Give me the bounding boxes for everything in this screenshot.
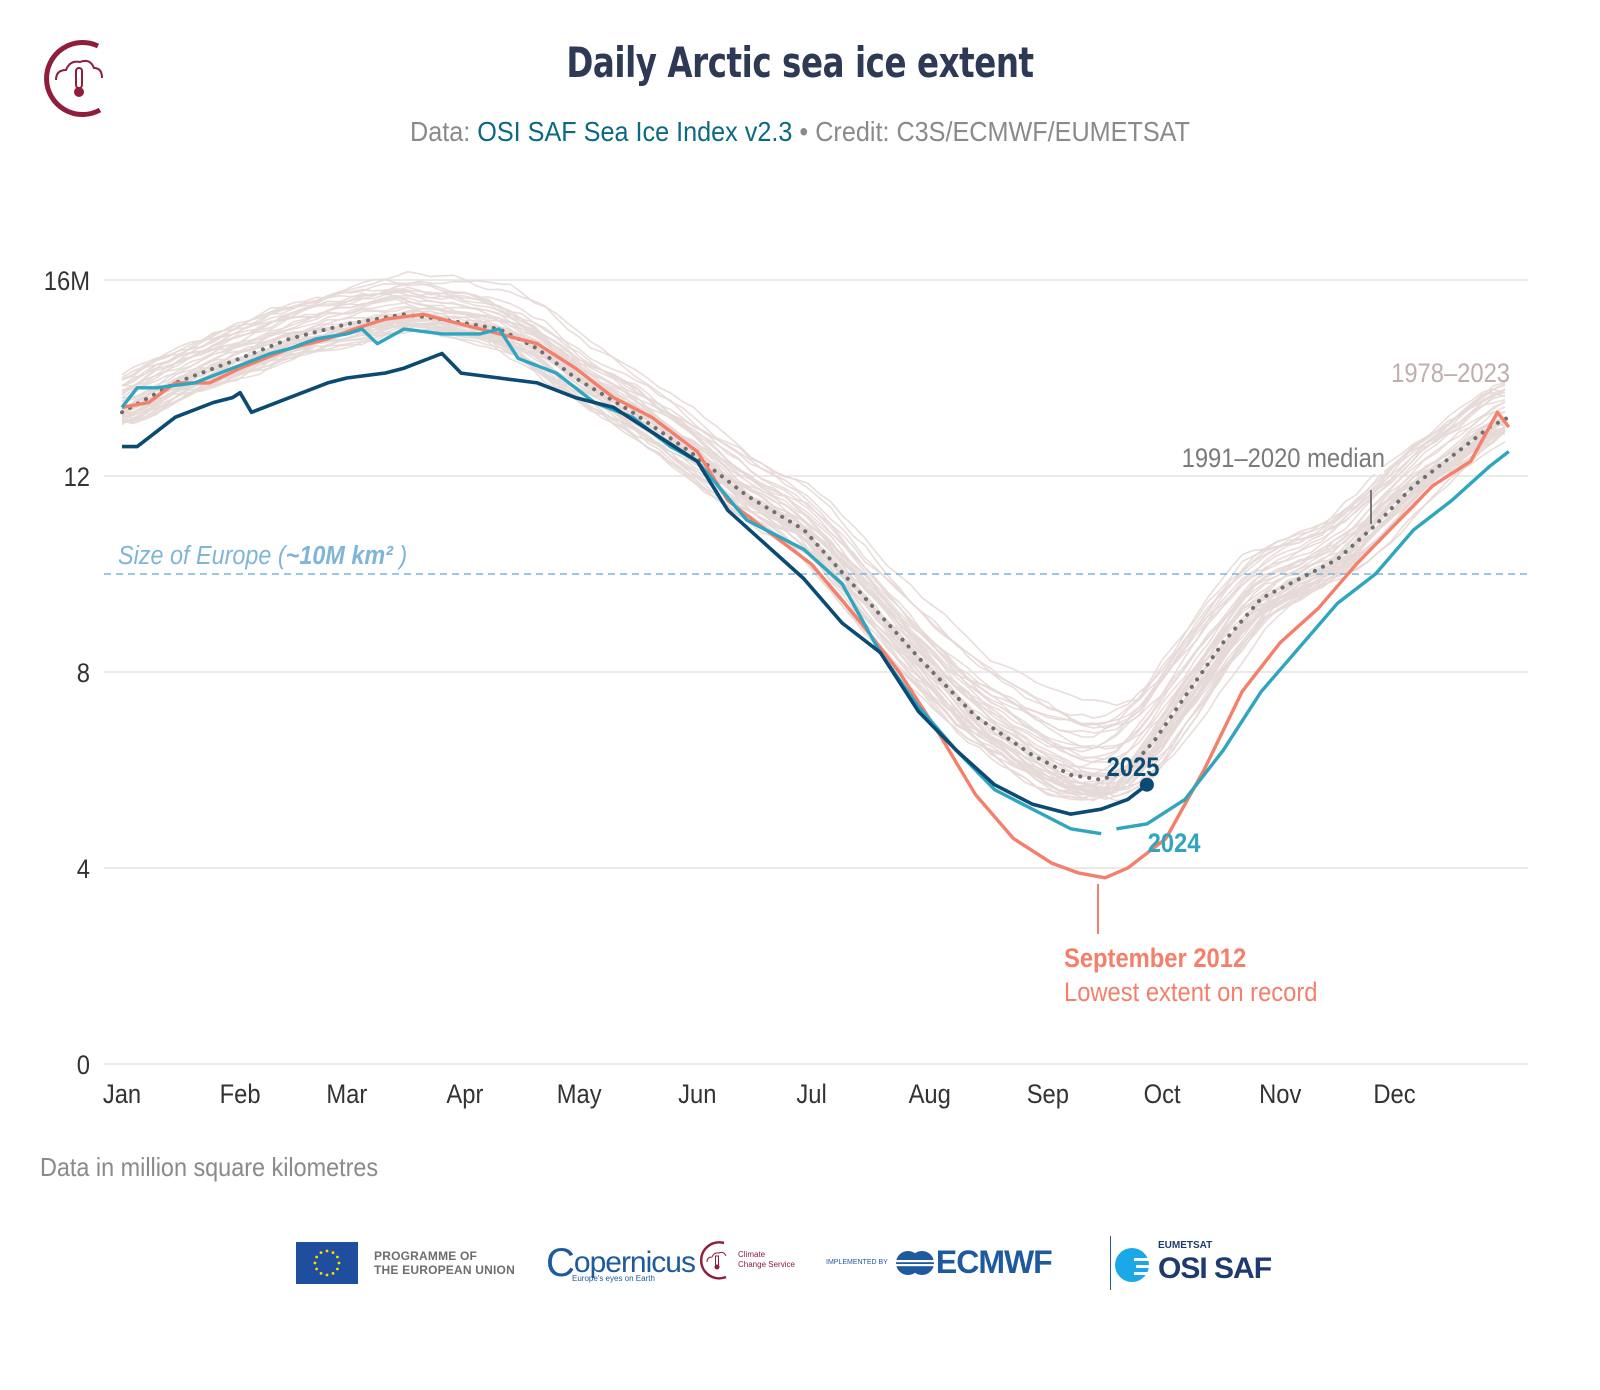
label-median: 1991–2020 median [1182,444,1385,474]
highlight-series [120,312,1511,880]
osisaf-logo: EUMETSAT OSI SAF [1112,1240,1272,1286]
x-tick-label-sep: Sep [1027,1080,1069,1110]
chart-title: Daily Arctic sea ice extent [566,38,1034,87]
eu-text-line1: PROGRAMME OF [374,1249,478,1263]
osisaf-icon [1115,1248,1150,1282]
implemented-by-text: IMPLEMENTED BY [826,1259,888,1266]
c3s-icon [699,1241,727,1280]
historic-year-line-2019 [121,323,1506,790]
x-tick-label-oct: Oct [1144,1080,1181,1110]
label-2012-subtitle: Lowest extent on record [1064,978,1317,1008]
historic-lines-1978-2023 [121,270,1506,802]
x-tick-label-jul: Jul [796,1080,826,1110]
x-tick-label-aug: Aug [909,1080,951,1110]
label-2024: 2024 [1148,829,1201,859]
climate-change-service-logo-icon [44,40,103,117]
historic-year-line-1980 [121,270,1506,725]
c3s-text: Climate Change Service [738,1250,795,1270]
historic-year-line-1989 [121,286,1506,750]
eu-text-line2: THE EUROPEAN UNION [374,1263,515,1277]
y-tick-label: 16M [44,267,90,297]
x-axis-ticks: Jan Feb Mar Apr May Jun Jul Aug Sep Oct Nov Dec [103,1080,1416,1110]
ecmwf-wordmark: ECMWF [935,1244,1053,1280]
chart-plot: 0 4 8 12 16M Jan Feb Mar Apr May Jun Jul Aug Sep Oct N… [44,267,1528,1110]
partner-logos: PROGRAMME OF THE EUROPEAN UNION C operni… [0,1236,1600,1306]
x-tick-label-dec: Dec [1373,1080,1416,1110]
series-2024-line [120,327,1510,836]
historic-year-line-2022 [121,320,1506,798]
y-tick-label: 0 [77,1051,90,1081]
units-footnote: Data in million square kilometres [40,1152,379,1182]
y-tick-label: 12 [64,463,90,493]
series-2025-endpoint-marker [1139,777,1154,792]
median-line [120,312,1511,782]
c3s-text-line1: Climate [738,1250,766,1259]
subtitle-credit: • Credit: C3S/ECMWF/EUMETSAT [792,116,1190,147]
c3s-logo: Climate Change Service [698,1240,795,1280]
y-tick-label: 8 [77,659,90,689]
c3s-text-line2: Change Service [738,1260,795,1269]
subtitle-prefix: Data: [410,116,478,147]
eumetsat-text: EUMETSAT [1158,1240,1213,1251]
y-axis-ticks: 0 4 8 12 16M [44,267,90,1081]
annotations: 2025 2024 September 2012 Lowest extent on r… [1064,359,1510,1008]
historic-year-line-1992 [121,296,1506,753]
y-tick-label: 4 [77,855,90,885]
chart-subtitle: Data: OSI SAF Sea Ice Index v2.3 • Credi… [80,116,1520,148]
x-tick-label-mar: Mar [326,1080,367,1110]
x-tick-label-jun: Jun [678,1080,716,1110]
eu-flag-icon [296,1242,358,1284]
median-label-bg [1166,440,1384,474]
x-tick-label-apr: Apr [446,1080,483,1110]
historic-year-line-1985 [121,288,1506,734]
ecmwf-logo: IMPLEMENTED BY ECMWF [826,1244,1053,1281]
eu-programme-text: PROGRAMME OF THE EUROPEAN UNION [374,1249,515,1277]
copernicus-tagline: Europe's eyes on Earth [572,1274,655,1283]
x-tick-label-jan: Jan [103,1080,141,1110]
label-2012-title: September 2012 [1064,944,1246,974]
x-tick-label-nov: Nov [1259,1080,1302,1110]
copernicus-logo: C opernicus Europe's eyes on Earth [546,1238,696,1288]
logo-separator [1110,1236,1111,1290]
grid-lines [104,279,1528,1065]
ecmwf-icon [893,1250,936,1275]
europe-reference: Size of Europe (~10M km² ) [104,542,1528,575]
europe-size-label: Size of Europe (~10M km² ) [118,542,407,570]
data-source-link[interactable]: OSI SAF Sea Ice Index v2.3 [477,116,793,147]
label-historic-range: 1978–2023 [1391,359,1510,389]
x-tick-label-feb: Feb [220,1080,261,1110]
series-2025-line [122,351,1148,816]
label-2025: 2025 [1107,753,1160,783]
osisaf-wordmark: OSI SAF [1158,1252,1272,1285]
x-tick-label-may: May [557,1080,602,1110]
copernicus-c: C [546,1240,575,1285]
historic-year-line-1986 [121,289,1506,730]
copernicus-wordmark: opernicus [573,1246,696,1279]
eu-logo: PROGRAMME OF THE EUROPEAN UNION [296,1242,515,1284]
historic-year-line-1991 [121,296,1506,760]
